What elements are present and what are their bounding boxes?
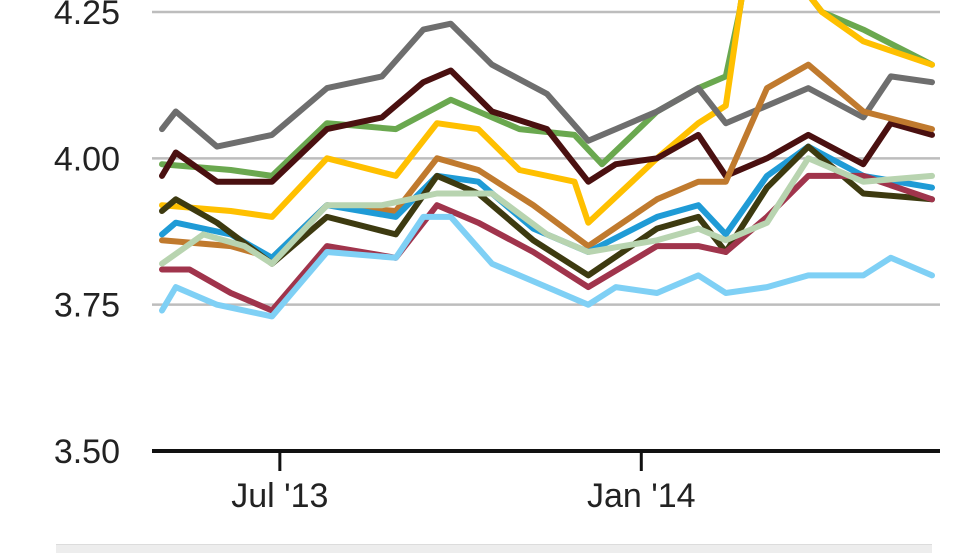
series-line-1 [159,0,935,179]
y-axis-tick-labels: 4.25 4.00 3.75 3.50 [54,0,120,471]
series-line-4 [159,67,935,185]
x-tick-label: Jan '14 [587,477,696,515]
series-line-2 [159,0,935,226]
y-tick-label: 3.50 [54,433,120,471]
y-tick-label: 4.00 [54,140,120,178]
series-line-10 [159,213,935,320]
series-lines [159,0,935,320]
y-tick-label: 4.25 [54,0,120,32]
x-tick-label: Jul '13 [231,477,328,515]
x-axis-ticks: Jul '13 Jan '14 [231,451,696,515]
footer-bar [56,544,932,553]
series-line-9 [159,155,935,267]
series-line-3 [159,20,935,150]
y-tick-label: 3.75 [54,287,120,325]
